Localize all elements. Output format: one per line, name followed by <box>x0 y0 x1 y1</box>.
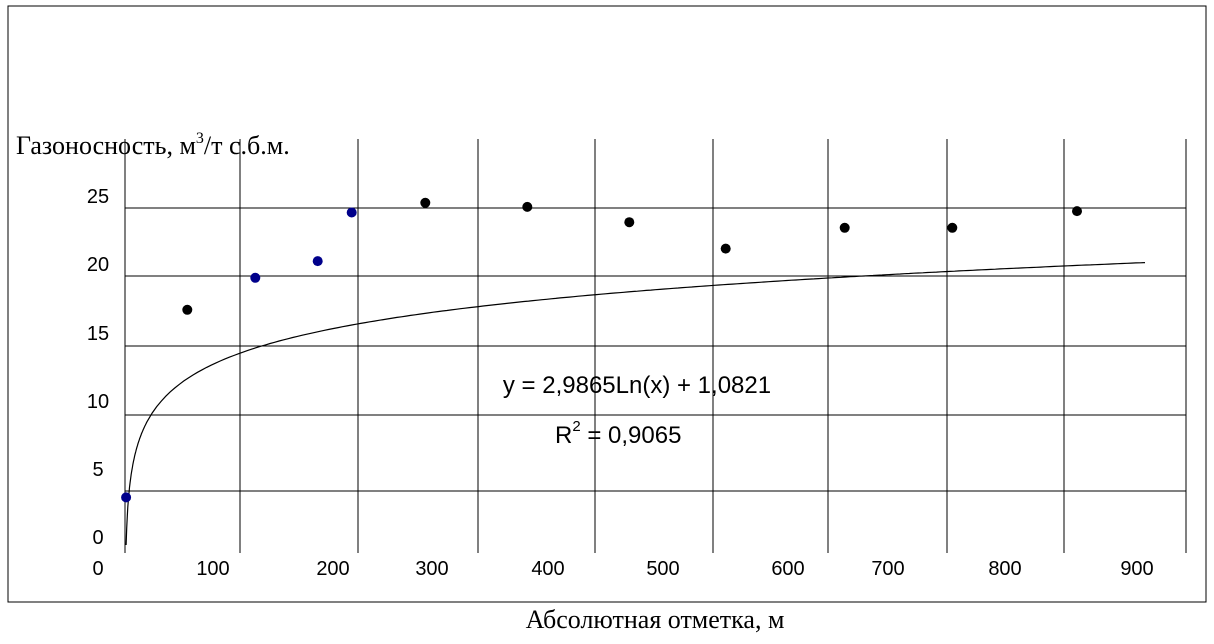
x-tick-label: 0 <box>92 558 103 580</box>
data-point <box>250 272 261 283</box>
x-tick-label: 800 <box>988 558 1021 580</box>
y-tick-label: 25 <box>87 186 109 208</box>
trendline <box>125 262 1146 546</box>
data-point <box>1072 206 1082 217</box>
y-tick-label: 10 <box>87 391 109 413</box>
data-point <box>420 197 431 208</box>
r-squared: R2 = 0,9065 <box>555 418 681 449</box>
data-point <box>522 201 533 212</box>
chart-frame <box>7 5 1207 603</box>
data-point <box>182 304 193 315</box>
trend-equation: y = 2,9865Ln(x) + 1,0821 <box>503 372 771 399</box>
data-point <box>312 256 323 267</box>
data-point <box>839 222 850 233</box>
x-tick-label: 600 <box>771 558 804 580</box>
x-axis-label: Абсолютная отметка, м <box>526 605 785 634</box>
data-point <box>720 243 731 254</box>
y-tick-label: 20 <box>87 254 109 276</box>
data-point <box>121 492 132 503</box>
x-tick-label: 400 <box>531 558 564 580</box>
data-point <box>346 207 357 218</box>
data-point <box>624 217 635 228</box>
axes <box>124 139 1186 553</box>
x-tick-label: 200 <box>316 558 349 580</box>
data-point <box>947 222 958 233</box>
y-axis-label: Газоносность, м3/т с.б.м. <box>16 130 290 160</box>
y-tick-label: 0 <box>92 527 103 549</box>
y-tick-label: 15 <box>87 323 109 345</box>
y-tick-label: 5 <box>92 459 103 481</box>
x-tick-label: 100 <box>196 558 229 580</box>
x-tick-label: 900 <box>1120 558 1153 580</box>
x-tick-label: 300 <box>415 558 448 580</box>
x-tick-label: 700 <box>871 558 904 580</box>
tick-labels: 0 100 200 300 400 500 600 700 800 900 0 5 10 15 20 25 <box>87 186 1154 580</box>
data-points <box>121 197 1082 503</box>
x-tick-label: 500 <box>646 558 679 580</box>
